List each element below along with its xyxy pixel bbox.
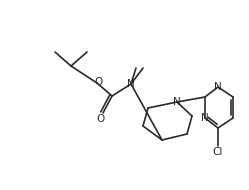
Text: N: N: [127, 79, 135, 89]
Text: O: O: [94, 77, 102, 87]
Text: N: N: [214, 82, 222, 92]
Text: N: N: [173, 97, 181, 107]
Text: Cl: Cl: [213, 147, 223, 157]
Text: N: N: [201, 113, 209, 123]
Text: O: O: [96, 114, 104, 124]
